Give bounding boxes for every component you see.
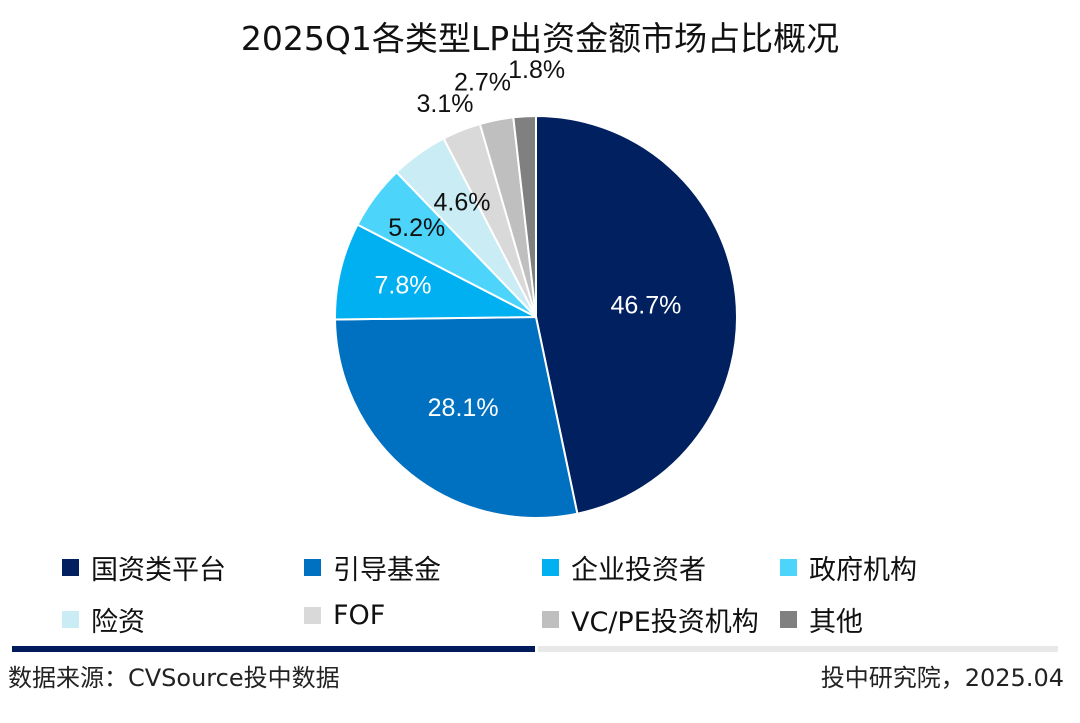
legend-swatch-3 xyxy=(780,559,797,576)
legend-swatch-6 xyxy=(542,611,559,628)
data-label-1: 28.1% xyxy=(428,394,499,422)
legend-label-2: 企业投资者 xyxy=(571,555,706,586)
data-label-7: 1.8% xyxy=(508,56,565,84)
data-label-6: 2.7% xyxy=(454,68,511,96)
legend-label-7: 其他 xyxy=(809,607,863,638)
legend-swatch-7 xyxy=(780,611,797,628)
legend-item-6: VC/PE投资机构 xyxy=(542,600,759,639)
legend-label-3: 政府机构 xyxy=(809,555,917,586)
data-label-5: 3.1% xyxy=(416,90,473,118)
legend-item-4: 险资 xyxy=(62,600,145,639)
pie-slice-2 xyxy=(334,223,537,321)
data-label-2: 7.8% xyxy=(375,272,432,300)
legend-item-5: FOF xyxy=(304,600,385,631)
legend-item-1: 引导基金 xyxy=(304,548,441,587)
chart-title: 2025Q1各类型LP出资金额市场占比概况 xyxy=(240,19,840,58)
pie-slice-1 xyxy=(334,315,579,519)
data-label-4: 4.6% xyxy=(434,189,491,217)
pie-slice-7 xyxy=(512,114,537,318)
legend-item-0: 国资类平台 xyxy=(62,548,226,587)
footer-divider-light xyxy=(538,646,1058,652)
source-note: 数据来源：CVSource投中数据 xyxy=(8,664,340,692)
legend-swatch-1 xyxy=(304,559,321,576)
footer-divider-dark xyxy=(12,646,535,652)
legend-swatch-4 xyxy=(62,611,79,628)
pie-slice-0 xyxy=(535,114,738,515)
legend-label-4: 险资 xyxy=(91,607,145,638)
legend-label-5: FOF xyxy=(333,600,386,631)
legend-label-6: VC/PE投资机构 xyxy=(571,607,759,638)
legend-label-1: 引导基金 xyxy=(333,555,441,586)
legend-item-3: 政府机构 xyxy=(780,548,917,587)
data-label-3: 5.2% xyxy=(388,214,445,242)
legend-swatch-0 xyxy=(62,559,79,576)
legend-item-2: 企业投资者 xyxy=(542,548,706,587)
legend-label-0: 国资类平台 xyxy=(91,555,226,586)
publisher-note: 投中研究院，2025.04 xyxy=(820,664,1064,692)
legend-swatch-2 xyxy=(542,559,559,576)
legend-item-7: 其他 xyxy=(780,600,863,639)
legend-swatch-5 xyxy=(304,607,321,624)
data-label-0: 46.7% xyxy=(611,292,682,320)
